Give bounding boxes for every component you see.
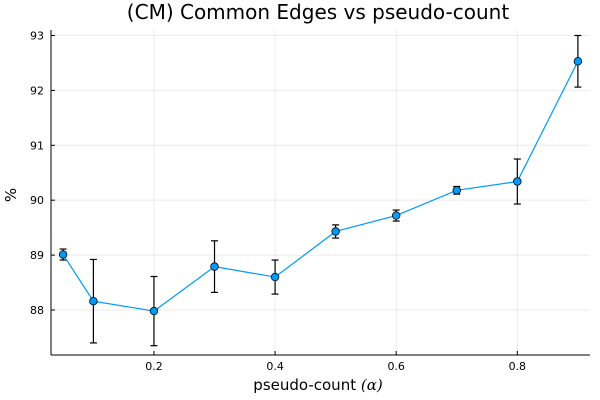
x-axis-label: pseudo-count (α) xyxy=(253,376,383,394)
y-tick-label-2: 90 xyxy=(30,194,44,207)
axes xyxy=(50,30,590,356)
data-point-5 xyxy=(331,227,340,236)
y-tick-label-0: 88 xyxy=(30,304,44,317)
x-tick-label-0: 0.2 xyxy=(145,360,163,373)
grid xyxy=(51,30,590,355)
x-ticks: 0.2 0.4 0.6 0.8 xyxy=(145,351,526,373)
markers xyxy=(58,57,583,316)
x-axis-label-text: pseudo-count xyxy=(253,376,361,394)
y-tick-label-5: 93 xyxy=(30,29,44,42)
data-point-4 xyxy=(270,272,280,282)
data-point-7 xyxy=(452,186,461,195)
data-point-2 xyxy=(149,306,159,316)
data-point-9 xyxy=(573,57,583,66)
x-tick-label-2: 0.6 xyxy=(387,360,405,373)
y-axis-label: % xyxy=(2,188,20,202)
data-point-6 xyxy=(392,211,401,220)
series-line xyxy=(62,61,579,312)
y-tick-label-4: 92 xyxy=(30,84,44,97)
x-tick-label-1: 0.4 xyxy=(266,360,284,373)
data-point-8 xyxy=(513,177,522,186)
y-tick-label-1: 89 xyxy=(30,249,44,262)
data-point-3 xyxy=(210,262,219,271)
chart-title: (CM) Common Edges vs pseudo-count xyxy=(127,0,510,24)
y-tick-label-3: 91 xyxy=(30,139,44,152)
x-axis-label-math: (α) xyxy=(361,376,383,394)
data-point-0 xyxy=(58,250,68,259)
y-ticks: 88 89 90 91 92 93 xyxy=(30,29,55,317)
data-point-1 xyxy=(89,296,98,306)
x-tick-label-3: 0.8 xyxy=(509,360,527,373)
